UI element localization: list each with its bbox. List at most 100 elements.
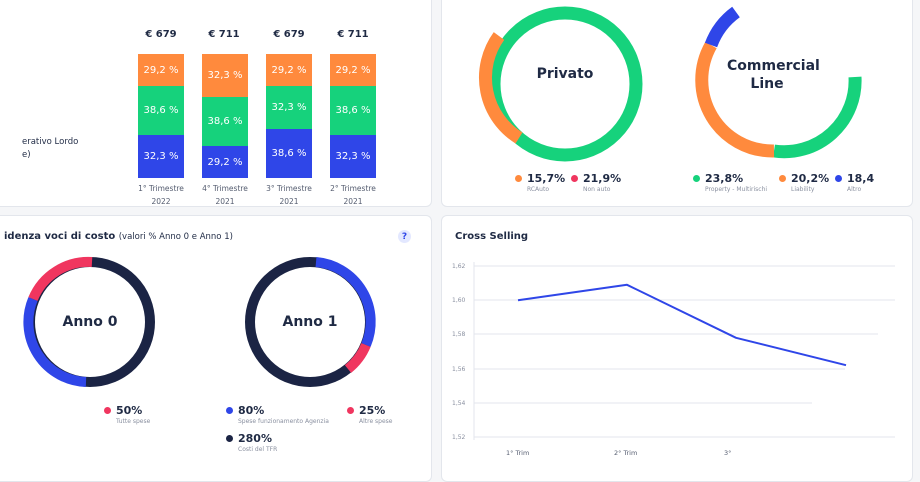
legend-dot <box>226 407 233 414</box>
bar-segment-bottom: 32,3 % <box>330 135 376 178</box>
bar-segment-top: 29,2 % <box>266 54 312 86</box>
cross-selling-series-line <box>517 283 847 367</box>
costi-subtitle: (valori % Anno 0 e Anno 1) <box>118 232 233 242</box>
bar-segment-bottom: 38,6 % <box>266 129 312 178</box>
bar-category-line2: 2021 <box>279 197 299 206</box>
bar-segment-mid: 38,6 % <box>202 97 248 146</box>
bar-category: 2° Trimestre 2021 <box>318 182 388 208</box>
commercial-legend-altro: 18,4 Altro <box>835 172 874 193</box>
bar-category-line1: 2° Trimestre <box>330 184 376 193</box>
legend-dot <box>104 407 111 414</box>
legend-value: 21,9% <box>583 172 622 185</box>
bar-segment-bottom: 32,3 % <box>138 135 184 178</box>
legend-label: Non auto <box>583 186 611 193</box>
stacked-bar: 32,3 % 38,6 % 29,2 % <box>202 54 248 178</box>
anno0-legend: 50% Tutte spese <box>104 404 150 425</box>
bar-total: € 711 <box>337 29 369 40</box>
commercial-ring-green <box>773 76 862 159</box>
legend-value: 20,2% <box>791 172 830 185</box>
anno1-ring-red <box>344 342 371 373</box>
anno0-title: Anno 0 <box>62 314 118 330</box>
anno1-legend-tfr: 280% Costi del TFR <box>226 432 277 453</box>
ytick-label: 1,60 <box>452 297 466 304</box>
privato-donut <box>479 6 643 162</box>
bar-category-line2: 2022 <box>151 197 171 206</box>
cross-selling-title: Cross Selling <box>455 231 529 242</box>
privato-ring-orange <box>479 32 523 144</box>
legend-dot <box>779 175 786 182</box>
legend-value: 50% <box>116 404 143 417</box>
costi-title-main: idenza voci di costo <box>4 231 116 242</box>
privato-legend-rcauto: 15,7% RCAuto <box>515 172 565 193</box>
ytick-label: 1,62 <box>452 263 466 270</box>
xtick-label: 2° Trim <box>614 449 638 457</box>
stacked-ylabel: erativo Lordo e) <box>22 136 78 162</box>
legend-label: Altre spese <box>359 418 393 425</box>
bar-segment-bottom: 29,2 % <box>202 146 248 178</box>
legend-dot <box>835 175 842 182</box>
privato-legend-nonauto: 21,9% Non auto <box>571 172 621 193</box>
legend-label: Property - Multirischi <box>705 186 768 193</box>
stacked-bar: 29,2 % 38,6 % 32,3 % <box>330 54 376 178</box>
costi-title: idenza voci di costo (valori % Anno 0 e … <box>4 231 233 242</box>
commercial-title-line2: Line <box>750 76 784 92</box>
help-button[interactable]: ? <box>398 230 411 243</box>
bar-segment-mid: 38,6 % <box>138 86 184 135</box>
legend-label: RCAuto <box>527 186 549 193</box>
bar-total: € 679 <box>145 29 177 40</box>
anno1-ring-blue <box>315 257 376 347</box>
privato-title: Privato <box>536 66 594 82</box>
bar-total: € 679 <box>273 29 305 40</box>
legend-dot <box>571 175 578 182</box>
legend-value: 15,7% <box>527 172 566 185</box>
legend-dot <box>693 175 700 182</box>
privato-ring-green <box>487 6 643 162</box>
bar-category: 3° Trimestre 2021 <box>254 182 324 208</box>
ytick-label: 1,58 <box>452 331 466 338</box>
anno1-legend-altre: 25% Altre spese <box>347 404 393 425</box>
bar-category-line2: 2021 <box>343 197 363 206</box>
ytick-label: 1,56 <box>452 366 466 373</box>
commercial-ring-orange <box>695 41 775 158</box>
commercial-donut <box>695 6 862 159</box>
bar-category-line1: 1° Trimestre <box>138 184 184 193</box>
legend-value: 25% <box>359 404 386 417</box>
cross-selling-chart <box>473 262 895 440</box>
legend-label: Spese funzionamento Agenzia <box>238 418 329 425</box>
legend-label: Costi del TFR <box>238 446 278 453</box>
bar-category-line1: 3° Trimestre <box>266 184 312 193</box>
legend-dot <box>347 407 354 414</box>
stacked-bar: 29,2 % 32,3 % 38,6 % <box>266 54 312 178</box>
legend-label: Liability <box>791 186 815 193</box>
bar-segment-mid: 38,6 % <box>330 86 376 135</box>
bar-segment-top: 29,2 % <box>138 54 184 86</box>
anno0-ring-red <box>28 256 93 302</box>
bar-category: 1° Trimestre 2022 <box>126 182 196 208</box>
anno0-donut <box>23 256 155 387</box>
stacked-ylabel-line1: erativo Lordo <box>22 137 79 147</box>
anno1-title: Anno 1 <box>282 314 338 330</box>
bar-segment-mid: 32,3 % <box>266 86 312 129</box>
ytick-label: 1,52 <box>452 434 466 441</box>
legend-value: 18,4 <box>847 172 875 185</box>
legend-value: 23,8% <box>705 172 744 185</box>
commercial-ring-blue <box>704 6 741 48</box>
legend-value: 280% <box>238 432 272 445</box>
anno1-legend-funzionamento: 80% Spese funzionamento Agenzia <box>226 404 329 425</box>
bar-segment-top: 29,2 % <box>330 54 376 86</box>
commercial-title: Commercial Line <box>727 57 820 93</box>
anno1-donut <box>245 257 376 387</box>
bar-category: 4° Trimestre 2021 <box>190 182 260 208</box>
legend-dot <box>515 175 522 182</box>
bar-segment-top: 32,3 % <box>202 54 248 97</box>
bar-category-line2: 2021 <box>215 197 235 206</box>
commercial-legend-property: 23,8% Property - Multirischi <box>693 172 767 193</box>
bar-total: € 711 <box>208 29 240 40</box>
bar-category-line1: 4° Trimestre <box>202 184 248 193</box>
xtick-label: 3° <box>724 449 732 457</box>
commercial-legend-liability: 20,2% Liability <box>779 172 829 193</box>
anno0-ring-blue <box>23 297 87 387</box>
ytick-label: 1,54 <box>452 400 466 407</box>
stacked-ylabel-line2: e) <box>22 150 31 160</box>
legend-value: 80% <box>238 404 265 417</box>
